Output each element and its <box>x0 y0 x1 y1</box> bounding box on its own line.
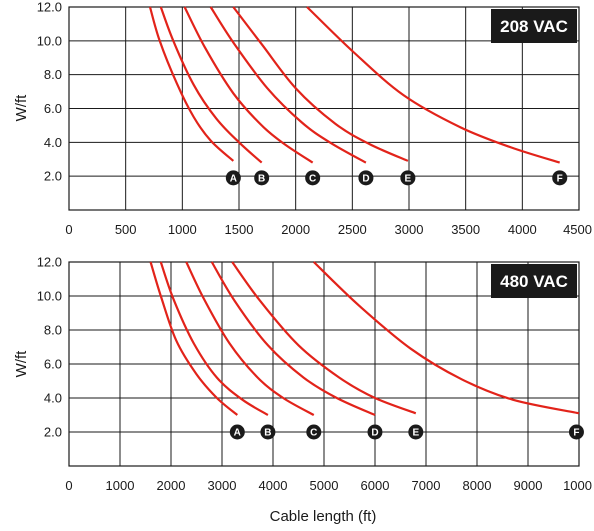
x-tick-label: 4000 <box>259 478 288 493</box>
y-tick-label: 4.0 <box>44 135 62 150</box>
marker-e-label: E <box>405 173 412 184</box>
x-tick-label: 1000 <box>168 222 197 237</box>
curve-c <box>185 261 315 416</box>
curve-a <box>149 261 238 416</box>
voltage-badge <box>491 264 577 298</box>
marker-e-circle <box>408 424 424 440</box>
x-tick-label: 8000 <box>463 478 492 493</box>
x-tick-label: 1000 <box>563 478 592 493</box>
y-tick-label: 2.0 <box>44 425 62 440</box>
x-tick-label: 4000 <box>508 222 537 237</box>
x-tick-label: 4500 <box>563 222 592 237</box>
y-axis-title: W/ft <box>13 350 30 377</box>
y-tick-label: 12.0 <box>37 255 62 270</box>
marker-b-circle <box>254 170 270 186</box>
x-tick-label: 9000 <box>514 478 543 493</box>
curve-f <box>306 6 561 164</box>
marker-c-label: C <box>310 428 317 439</box>
curve-d <box>210 261 376 417</box>
marker-d-circle <box>358 170 374 186</box>
chart-480vac: 2.0 4.0 6.0 8.0 10.0 12.0 0 1000 2000 3000 4000 500… <box>13 255 592 494</box>
voltage-badge <box>491 9 577 43</box>
curve-d <box>209 6 367 164</box>
marker-b-label: B <box>264 428 271 439</box>
y-tick-label: 2.0 <box>44 169 62 184</box>
marker-e-circle <box>400 170 416 186</box>
x-tick-label: 6000 <box>361 478 390 493</box>
x-tick-label: 2000 <box>157 478 186 493</box>
x-tick-label: 2500 <box>338 222 367 237</box>
curve-b <box>159 6 263 164</box>
marker-f-label: F <box>573 428 579 439</box>
marker-d-label: D <box>371 428 378 439</box>
x-tick-label: 3000 <box>208 478 237 493</box>
marker-f-circle <box>552 170 568 186</box>
marker-a-label: A <box>230 173 237 184</box>
marker-f-label: F <box>557 173 563 184</box>
y-tick-label: 10.0 <box>37 33 62 48</box>
voltage-badge-label: 480 VAC <box>500 272 568 291</box>
marker-a-circle <box>229 424 245 440</box>
x-tick-label: 7000 <box>412 478 441 493</box>
x-tick-label: 1000 <box>106 478 135 493</box>
marker-d-label: D <box>362 173 369 184</box>
y-tick-label: 12.0 <box>37 0 62 15</box>
x-tick-label: 0 <box>65 222 72 237</box>
x-tick-label: 3500 <box>451 222 480 237</box>
x-tick-label: 2000 <box>281 222 310 237</box>
marker-b-label: B <box>258 173 265 184</box>
marker-b-circle <box>260 424 276 440</box>
curve-b <box>159 261 269 416</box>
curve-a <box>148 6 235 162</box>
marker-c-label: C <box>309 173 316 184</box>
y-tick-label: 8.0 <box>44 67 62 82</box>
x-tick-label: 5000 <box>310 478 339 493</box>
curve-e <box>232 6 409 162</box>
y-tick-label: 8.0 <box>44 323 62 338</box>
y-axis-title: W/ft <box>13 94 30 121</box>
chart-208vac: 2.0 4.0 6.0 8.0 10.0 12.0 0 500 1000 1500 2000 2500… <box>13 0 592 237</box>
y-tick-label: 4.0 <box>44 391 62 406</box>
marker-f-circle <box>568 424 584 440</box>
marker-a-label: A <box>234 428 241 439</box>
marker-c-circle <box>306 424 322 440</box>
curve-e <box>231 261 417 415</box>
x-axis-title: Cable length (ft) <box>270 508 377 525</box>
y-tick-label: 6.0 <box>44 357 62 372</box>
y-tick-label: 10.0 <box>37 289 62 304</box>
x-tick-label: 0 <box>65 478 72 493</box>
x-tick-label: 500 <box>115 222 137 237</box>
marker-d-circle <box>367 424 383 440</box>
marker-a-circle <box>225 170 241 186</box>
y-tick-label: 6.0 <box>44 101 62 116</box>
voltage-badge-label: 208 VAC <box>500 17 568 36</box>
marker-c-circle <box>305 170 321 186</box>
marker-e-label: E <box>412 428 419 439</box>
x-tick-label: 3000 <box>395 222 424 237</box>
plot-frame <box>68 261 580 467</box>
curve-c <box>183 6 314 164</box>
x-tick-label: 1500 <box>225 222 254 237</box>
curve-f <box>313 261 580 415</box>
plot-frame <box>68 6 580 211</box>
